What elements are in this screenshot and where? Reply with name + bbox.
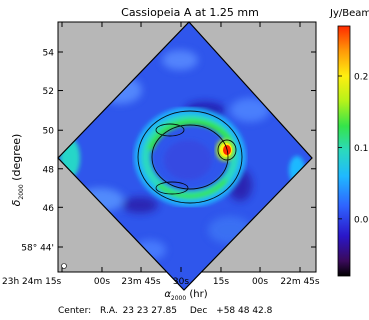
remnant-interior xyxy=(164,140,212,180)
x-tick-label: 22m 45s xyxy=(280,277,320,287)
contour-line xyxy=(137,110,243,204)
colorbar-title: Jy/Beam xyxy=(329,8,369,19)
x-axis-subscript: 2000 xyxy=(171,295,186,302)
chart-title: Cassiopeia A at 1.25 mm xyxy=(121,6,259,19)
center-coordinates: Center: R.A. 23 23 27.85 Dec +58 48 42.8 xyxy=(58,306,273,316)
colorbar xyxy=(337,25,351,277)
y-axis-unit: (degree) xyxy=(10,134,23,181)
map-outline xyxy=(57,21,313,291)
x-tick-label: 23m 45s xyxy=(121,277,161,287)
noise-patch xyxy=(162,50,198,70)
y-axis-symbol: δ xyxy=(10,199,23,206)
contour-line xyxy=(151,124,229,190)
hotspot xyxy=(216,139,234,161)
x-axis-title: α2000 (hr) xyxy=(164,289,207,302)
center-prefix: Center: xyxy=(58,306,91,316)
y-tick-label: 50 xyxy=(43,127,55,137)
colorbar-tick-label: 0.1 xyxy=(354,144,368,154)
y-axis-ticks: 54 52 50 48 46 58° 44' xyxy=(21,49,316,254)
shell-bright-arc xyxy=(156,178,228,200)
colorbar-ticks: 0.2 0.1 0.0 xyxy=(338,73,369,225)
shell-bright-arc xyxy=(147,118,233,152)
x-tick-label: 23h 24m 15s xyxy=(2,277,62,287)
center-ra-label: R.A. xyxy=(100,306,118,316)
center-dec: +58 48 42.8 xyxy=(216,306,272,316)
contour-line xyxy=(155,123,185,137)
beam-marker xyxy=(61,263,67,269)
x-axis-unit: (hr) xyxy=(189,289,207,300)
x-axis-ticks: 23h 24m 15s 00s 23m 45s 30s 15s 00s 22m 45s xyxy=(2,22,320,287)
y-axis-subscript: 2000 xyxy=(18,184,25,199)
center-dec-label: Dec xyxy=(190,306,207,316)
x-tick-label: 00s xyxy=(252,277,268,287)
contour-line xyxy=(217,139,237,161)
y-tick-label: 54 xyxy=(43,49,55,59)
center-ra: 23 23 27.85 xyxy=(123,306,177,316)
colorbar-tick-label: 0.0 xyxy=(354,215,369,225)
contour-line xyxy=(155,181,189,195)
x-tick-label: 30s xyxy=(173,277,189,287)
y-tick-label: 48 xyxy=(43,165,55,175)
y-tick-label: 46 xyxy=(43,204,55,214)
noise-patch xyxy=(230,98,270,122)
dark-patch xyxy=(122,197,158,213)
y-axis-title: δ2000 (degree) xyxy=(10,134,25,207)
x-tick-label: 00s xyxy=(94,277,110,287)
x-tick-label: 15s xyxy=(213,277,229,287)
x-axis-symbol: α xyxy=(164,289,171,300)
colorbar-tick-label: 0.2 xyxy=(354,73,368,83)
y-tick-label: 52 xyxy=(43,87,54,97)
y-tick-label: 58° 44' xyxy=(21,244,54,254)
